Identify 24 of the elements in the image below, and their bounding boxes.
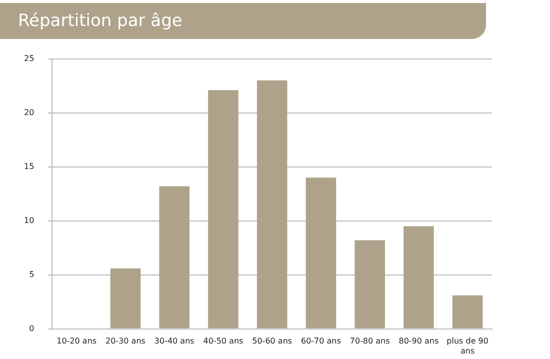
x-tick-label: 70-80 ans	[350, 336, 390, 346]
x-tick-label: 50-60 ans	[252, 336, 292, 346]
y-tick-label: 10	[24, 216, 34, 225]
bar	[208, 90, 238, 328]
y-tick-label: 15	[24, 162, 34, 171]
x-tick-label: 40-50 ans	[203, 336, 244, 346]
y-tick-label: 5	[29, 270, 34, 279]
y-tick-label: 25	[24, 54, 34, 63]
bar	[256, 80, 288, 328]
y-tick-label: 20	[24, 108, 34, 117]
x-tick-label: 60-70 ans	[300, 336, 341, 346]
chart-title: Répartition par âge	[0, 3, 486, 39]
bar	[354, 240, 385, 328]
y-tick-label: 0	[29, 324, 34, 333]
bar	[452, 295, 483, 328]
bar	[110, 268, 141, 328]
x-tick-label: plus de 90 ans	[446, 336, 488, 356]
x-tick-label: 30-40 ans	[154, 336, 194, 346]
bar	[159, 186, 190, 328]
bar	[404, 226, 434, 328]
x-tick-label: 80-90 ans	[398, 336, 439, 346]
x-tick-label: 10-20 ans	[56, 336, 97, 346]
bar	[306, 178, 336, 328]
x-tick-label: 20-30 ans	[106, 336, 146, 346]
